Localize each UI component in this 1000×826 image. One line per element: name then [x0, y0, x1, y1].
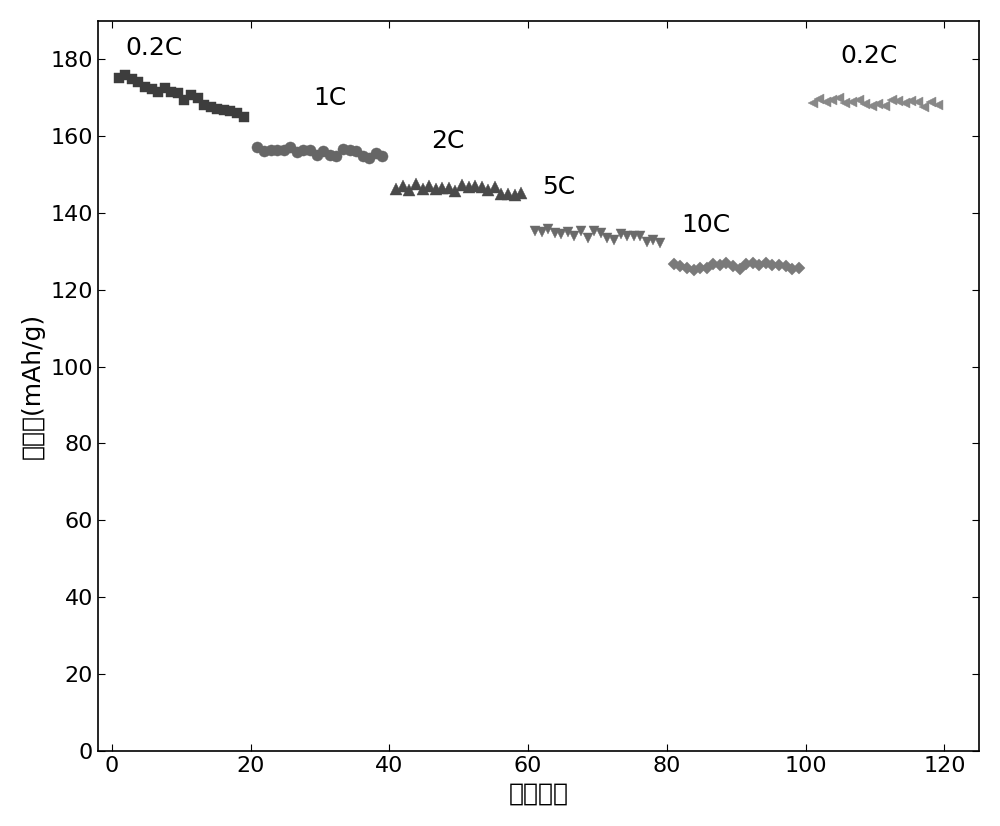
X-axis label: 循环次数: 循环次数: [509, 781, 569, 805]
Text: 2C: 2C: [431, 129, 464, 153]
Text: 0.2C: 0.2C: [126, 36, 183, 60]
Y-axis label: 比容量(mAh/g): 比容量(mAh/g): [21, 313, 45, 459]
Text: 1C: 1C: [313, 87, 346, 111]
Text: 10C: 10C: [681, 213, 730, 237]
Text: 0.2C: 0.2C: [840, 44, 898, 68]
Text: 5C: 5C: [542, 175, 575, 199]
